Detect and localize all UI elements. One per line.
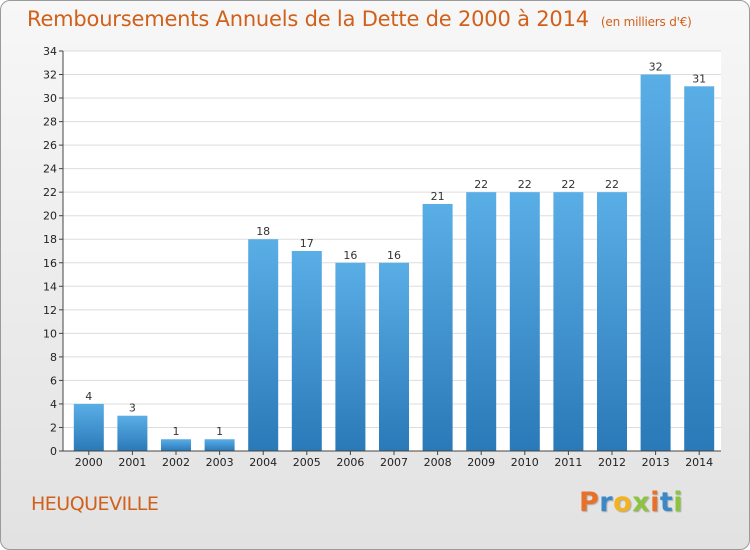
data-label-2009: 22 — [474, 178, 488, 191]
x-tick-label-2000: 2000 — [75, 456, 103, 469]
y-tick-label: 2 — [50, 421, 57, 434]
y-tick-label: 20 — [43, 210, 57, 223]
data-label-2005: 17 — [300, 237, 314, 250]
y-tick-label: 32 — [43, 69, 57, 82]
data-label-2007: 16 — [387, 249, 401, 262]
bar-2008 — [422, 203, 453, 451]
bar-2002 — [161, 439, 191, 451]
logo-letter: o — [613, 487, 633, 518]
chart-title-text: Remboursements Annuels de la Dette de 20… — [27, 7, 589, 31]
x-tick-label-2011: 2011 — [554, 456, 582, 469]
bar-2013 — [640, 74, 671, 451]
logo-letter: i — [650, 487, 660, 518]
y-tick-label: 4 — [50, 398, 57, 411]
data-label-2010: 22 — [518, 178, 532, 191]
y-tick-label: 0 — [50, 445, 57, 458]
y-tick-label: 6 — [50, 374, 57, 387]
x-tick-label-2005: 2005 — [293, 456, 321, 469]
bars — [73, 74, 715, 452]
logo-letter: P — [579, 487, 600, 518]
x-tick-label-2004: 2004 — [249, 456, 277, 469]
bar-2004 — [248, 239, 279, 451]
data-label-2013: 32 — [649, 61, 663, 74]
x-tick-label-2007: 2007 — [380, 456, 408, 469]
bar-2009 — [466, 192, 497, 452]
y-tick-label: 8 — [50, 351, 57, 364]
y-tick-label: 30 — [43, 92, 57, 105]
x-tick-label-2003: 2003 — [206, 456, 234, 469]
logo-letter: i — [673, 487, 684, 518]
data-label-2011: 22 — [561, 178, 575, 191]
data-label-2000: 4 — [85, 390, 92, 403]
chart-subtitle: (en milliers d'€) — [600, 15, 692, 29]
data-label-2001: 3 — [129, 402, 136, 415]
data-label-2006: 16 — [343, 249, 357, 262]
data-label-2004: 18 — [256, 225, 270, 238]
y-tick-label: 14 — [43, 280, 57, 293]
bar-2005 — [291, 251, 322, 451]
data-label-2014: 31 — [692, 72, 706, 85]
bar-2011 — [553, 192, 584, 452]
x-tick-label-2010: 2010 — [511, 456, 539, 469]
x-tick-label-2001: 2001 — [118, 456, 146, 469]
bar-2014 — [684, 86, 715, 451]
bar-2012 — [597, 192, 627, 452]
bar-2007 — [379, 262, 409, 451]
x-tick-label-2009: 2009 — [467, 456, 495, 469]
bar-2000 — [73, 403, 104, 451]
commune-name: HEUQUEVILLE — [31, 493, 159, 515]
data-label-2002: 1 — [173, 425, 180, 438]
y-tick-label: 22 — [43, 186, 57, 199]
y-tick-label: 12 — [43, 304, 57, 317]
bar-2006 — [335, 262, 366, 451]
x-tick-label-2006: 2006 — [336, 456, 364, 469]
chart-title: Remboursements Annuels de la Dette de 20… — [27, 7, 692, 31]
y-tick-label: 26 — [43, 139, 57, 152]
x-tick-label-2002: 2002 — [162, 456, 190, 469]
labels: 0246810121416182022242628303234420003200… — [43, 45, 713, 469]
x-tick-label-2014: 2014 — [685, 456, 713, 469]
x-tick-label-2013: 2013 — [642, 456, 670, 469]
y-tick-label: 34 — [43, 45, 57, 58]
bar-2003 — [204, 439, 235, 451]
data-label-2012: 22 — [605, 178, 619, 191]
data-label-2008: 21 — [431, 190, 445, 203]
y-tick-label: 24 — [43, 163, 57, 176]
logo-letter: t — [659, 487, 674, 518]
logo-letter: r — [599, 487, 614, 518]
logo-letter: x — [632, 487, 651, 518]
x-tick-label-2012: 2012 — [598, 456, 626, 469]
data-label-2003: 1 — [216, 425, 223, 438]
bar-2001 — [117, 415, 148, 451]
y-tick-label: 16 — [43, 257, 57, 270]
bar-2010 — [509, 192, 540, 452]
axes — [59, 50, 721, 455]
y-tick-label: 10 — [43, 327, 57, 340]
proxiti-logo: Proxiti — [579, 487, 683, 518]
y-tick-label: 28 — [43, 116, 57, 129]
x-tick-label-2008: 2008 — [424, 456, 452, 469]
y-tick-label: 18 — [43, 233, 57, 246]
